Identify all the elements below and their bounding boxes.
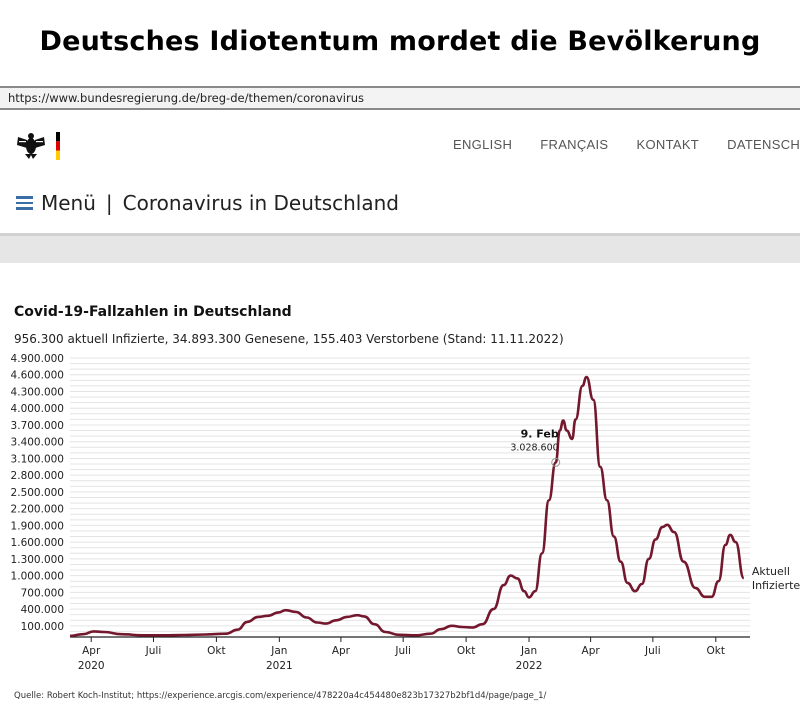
x-year-label: 2022 bbox=[516, 660, 543, 672]
menu-bar: Menü | Coronavirus in Deutschland bbox=[16, 188, 399, 218]
y-tick-label: 2.800.000 bbox=[11, 470, 64, 482]
url-text[interactable]: https://www.bundesregierung.de/breg-de/t… bbox=[8, 91, 364, 105]
x-year-label: 2020 bbox=[78, 660, 105, 672]
y-tick-label: 1.900.000 bbox=[11, 520, 64, 532]
x-tick-label: Juli bbox=[644, 645, 661, 657]
x-tick-label: Juli bbox=[145, 645, 162, 657]
annotation-value: 3.028.600 bbox=[510, 442, 558, 453]
y-tick-label: 4.300.000 bbox=[11, 386, 64, 398]
y-tick-label: 700.000 bbox=[21, 587, 64, 599]
x-tick-label: Apr bbox=[582, 645, 601, 657]
address-bar[interactable]: https://www.bundesregierung.de/breg-de/t… bbox=[0, 86, 800, 110]
series-end-label: Infizierte bbox=[752, 579, 800, 592]
x-tick-label: Okt bbox=[207, 645, 225, 657]
x-tick-label: Okt bbox=[707, 645, 725, 657]
y-tick-label: 2.200.000 bbox=[11, 504, 64, 516]
y-tick-label: 3.100.000 bbox=[11, 453, 64, 465]
nav-kontakt[interactable]: KONTAKT bbox=[636, 137, 700, 152]
covid-case-chart: 100.000 400.000 700.000 1.000.000 1.300.000 1… bbox=[11, 353, 800, 672]
x-tick-label: Okt bbox=[457, 645, 475, 657]
hamburger-menu-icon[interactable] bbox=[16, 196, 33, 210]
bundesadler-flag-logo[interactable] bbox=[16, 129, 66, 163]
chart-subtitle: 956.300 aktuell Infizierte, 34.893.300 G… bbox=[14, 332, 564, 346]
y-tick-label: 400.000 bbox=[21, 604, 64, 616]
x-tick-label: Jan bbox=[270, 645, 287, 657]
y-tick-label: 1.300.000 bbox=[11, 554, 64, 566]
y-tick-label: 1.000.000 bbox=[11, 571, 64, 583]
y-tick-label: 4.900.000 bbox=[11, 353, 64, 365]
x-tick-label: Juli bbox=[394, 645, 411, 657]
y-tick-label: 4.600.000 bbox=[11, 370, 64, 382]
eagle-icon bbox=[17, 133, 45, 159]
meme-caption: Deutsches Idiotentum mordet die Bevölker… bbox=[39, 26, 761, 57]
menu-button[interactable]: Menü bbox=[41, 191, 96, 215]
y-tick-label: 3.400.000 bbox=[11, 437, 64, 449]
x-tick-label: Apr bbox=[82, 645, 101, 657]
german-flag-icon bbox=[56, 132, 60, 160]
grey-band bbox=[0, 233, 800, 263]
page-title: Coronavirus in Deutschland bbox=[122, 191, 399, 215]
chart-title: Covid-19-Fallzahlen in Deutschland bbox=[14, 304, 292, 320]
nav-francais[interactable]: FRANÇAIS bbox=[540, 137, 609, 152]
series-end-label: Aktuell bbox=[752, 565, 790, 578]
y-tick-label: 100.000 bbox=[21, 621, 64, 633]
menu-separator: | bbox=[105, 191, 113, 215]
y-tick-label: 4.000.000 bbox=[11, 403, 64, 415]
nav-datenschutz[interactable]: DATENSCHUTZHINWEIS bbox=[727, 137, 800, 152]
annotation-marker bbox=[551, 457, 561, 467]
nav-english[interactable]: ENGLISH bbox=[453, 137, 513, 152]
x-tick-label: Apr bbox=[332, 645, 351, 657]
y-tick-label: 3.700.000 bbox=[11, 420, 64, 432]
y-tick-label: 2.500.000 bbox=[11, 487, 64, 499]
y-tick-label: 1.600.000 bbox=[11, 537, 64, 549]
chart-source: Quelle: Robert Koch-Institut; https://ex… bbox=[14, 691, 547, 701]
annotation-date: 9. Feb bbox=[521, 427, 559, 440]
top-navigation: ENGLISH FRANÇAIS KONTAKT DATENSCHUTZHINW… bbox=[440, 134, 800, 154]
x-year-label: 2021 bbox=[266, 660, 293, 672]
series-line bbox=[69, 375, 746, 638]
x-tick-label: Jan bbox=[520, 645, 537, 657]
